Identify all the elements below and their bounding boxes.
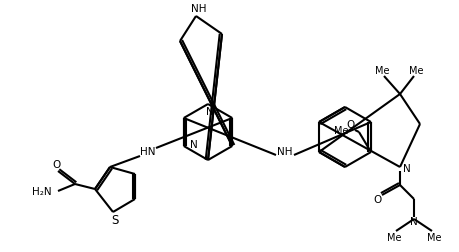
Text: O: O	[373, 194, 381, 204]
Text: Me: Me	[334, 125, 348, 136]
Text: H₂N: H₂N	[32, 186, 52, 196]
Text: N: N	[403, 163, 411, 173]
Text: N: N	[190, 139, 197, 149]
Text: N: N	[206, 107, 214, 116]
Text: N: N	[410, 216, 418, 226]
Text: Me: Me	[387, 232, 401, 242]
Text: O: O	[52, 159, 60, 169]
Text: O: O	[347, 119, 355, 130]
Text: S: S	[112, 214, 119, 227]
Text: Me: Me	[427, 232, 441, 242]
Text: Me: Me	[375, 66, 389, 76]
Text: NH: NH	[277, 146, 293, 156]
Text: Me: Me	[409, 66, 423, 76]
Text: HN: HN	[140, 146, 156, 156]
Text: NH: NH	[191, 4, 207, 14]
